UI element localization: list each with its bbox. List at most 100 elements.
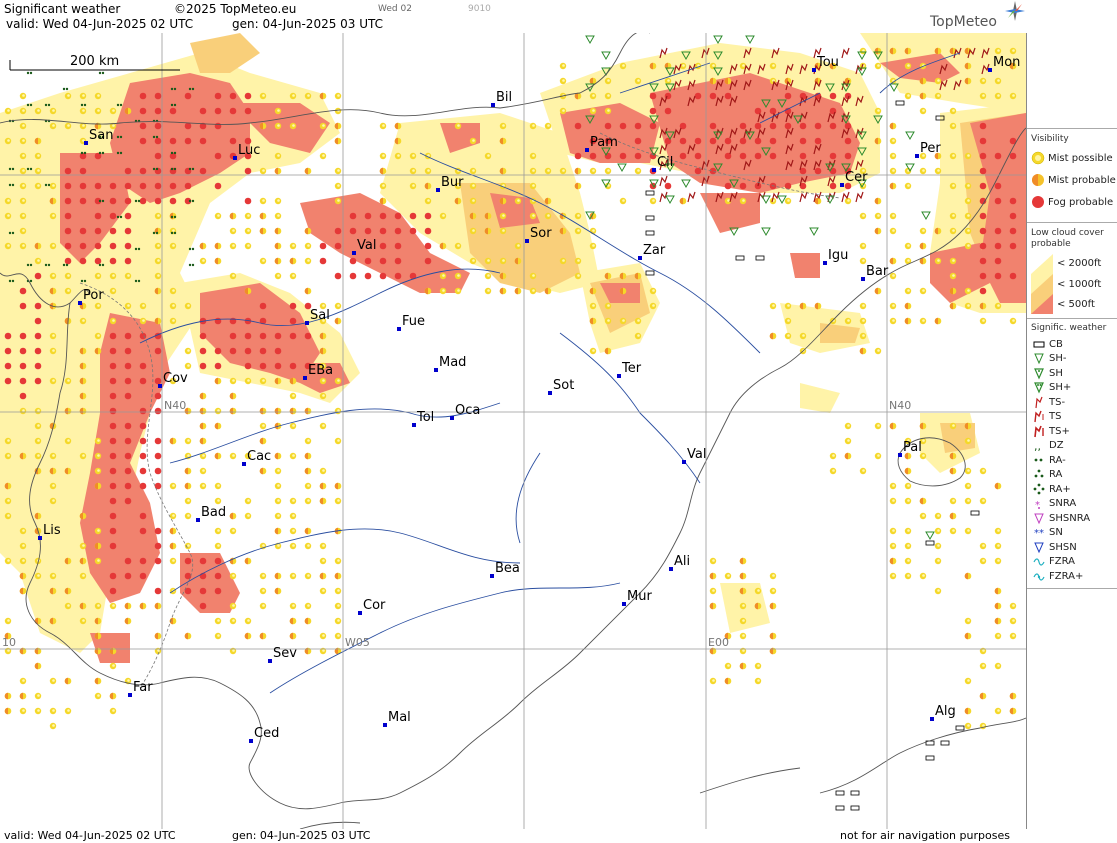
city-label: Tol [416, 410, 434, 425]
snow-rain-icon: * [1035, 500, 1040, 510]
city-label: Bad [201, 505, 226, 520]
city-per-6: Per [915, 141, 941, 158]
drizzle-icon: ,, [1034, 440, 1041, 452]
city-alg-38: Alg [930, 704, 956, 721]
city-marker-icon [397, 327, 401, 331]
city-marker-icon [682, 460, 686, 464]
city-ali-31: Ali [669, 554, 690, 571]
city-marker-icon [840, 183, 844, 187]
legend-sigwx-ts: TS [1033, 409, 1061, 425]
legend-mist-possible: Mist possible [1031, 150, 1113, 166]
city-label: Pal [903, 440, 922, 455]
city-marker-icon [548, 391, 552, 395]
city-sot-22: Sot [548, 378, 574, 395]
weather-map[interactable]: N40 N40 W05 E00 10 200 km San Luc Bil Pam To… [0, 33, 1027, 829]
rain-light-icon [1034, 458, 1043, 461]
city-ter-21: Ter [617, 361, 642, 378]
shower-icon [1034, 367, 1044, 379]
city-label: Sev [273, 646, 297, 661]
city-marker-icon [268, 659, 272, 663]
disclaimer: not for air navigation purposes [840, 829, 1010, 842]
generated-time: gen: 04-Jun-2025 03 UTC [232, 17, 384, 31]
map-canvas[interactable]: N40 N40 W05 E00 10 200 km San Luc Bil Pam To… [0, 33, 1026, 829]
city-por-15: Por [78, 288, 104, 305]
city-cov-20: Cov [158, 371, 188, 388]
city-label: Fue [402, 314, 425, 329]
city-marker-icon [434, 368, 438, 372]
city-marker-icon [861, 277, 865, 281]
legend-fog-probable: Fog probable [1031, 194, 1113, 210]
compass-logo-icon [1005, 1, 1025, 21]
legend-sigwx-cb: CB [1033, 336, 1063, 352]
city-oca-24: Oca [450, 403, 480, 420]
legend-visibility-title: Visibility [1031, 134, 1069, 144]
city-marker-icon [638, 256, 642, 260]
city-label: Bur [441, 175, 464, 190]
legend-low-cloud-2000: < 2000ft [1057, 257, 1102, 269]
city-marker-icon [158, 384, 162, 388]
mist-probable-icon [1032, 174, 1044, 186]
city-fue-17: Fue [397, 314, 425, 331]
city-cor-33: Cor [358, 598, 386, 615]
city-sal-16: Sal [305, 308, 330, 325]
legend-sigwx-title: Signific. weather [1031, 323, 1107, 333]
legend-sigwx-sh-: SH- [1033, 351, 1066, 367]
city-far-35: Far [128, 680, 153, 697]
grid-label-w10: 10 [2, 636, 16, 649]
city-zar-12: Zar [638, 243, 666, 260]
city-label: Far [133, 680, 153, 695]
city-marker-icon [525, 239, 529, 243]
city-marker-icon [490, 574, 494, 578]
city-marker-icon [436, 188, 440, 192]
legend-sigwx-ra-: RA- [1033, 452, 1066, 468]
valid-time: valid: Wed 04-Jun-2025 02 UTC [6, 17, 194, 31]
city-marker-icon [617, 374, 621, 378]
city-marker-icon [898, 453, 902, 457]
map-title: Significant weather [4, 2, 121, 16]
legend-sigwx-snra: * SNRA [1035, 498, 1077, 510]
thunderstorm-icon [1034, 410, 1044, 423]
legend-mist-probable: Mist probable [1031, 172, 1116, 188]
city-marker-icon [305, 321, 309, 325]
city-pal-25: Pal [898, 440, 922, 457]
grid-label-w05: W05 [345, 636, 370, 649]
city-label: Sot [553, 378, 574, 393]
thunderstorm-heavy-icon [1034, 425, 1044, 437]
city-label: Oca [455, 403, 480, 418]
footer-valid-time: valid: Wed 04-Jun-2025 02 UTC [4, 829, 176, 842]
legend-sigwx-sh-: SH+ [1033, 380, 1071, 396]
city-sev-34: Sev [268, 646, 297, 663]
legend-low-cloud-title-2: probable [1031, 239, 1071, 249]
city-marker-icon [249, 739, 253, 743]
city-marker-icon [585, 148, 589, 152]
city-marker-icon [669, 567, 673, 571]
legend-sigwx-shsn: SHSN [1033, 539, 1077, 555]
copyright: ©2025 TopMeteo.eu [174, 2, 297, 16]
city-label: Pam [590, 135, 618, 150]
city-marker-icon [352, 251, 356, 255]
city-val-10: Val [352, 238, 376, 255]
city-label: Mad [439, 355, 466, 370]
grid-label-n40-left: N40 [164, 399, 186, 412]
city-label: Cil [657, 155, 673, 170]
city-marker-icon [383, 723, 387, 727]
city-label: Val [687, 447, 706, 462]
city-label: Bea [495, 561, 520, 576]
city-label: Bil [496, 90, 512, 105]
city-val-27: Val [682, 447, 706, 464]
city-label: Mur [627, 589, 652, 604]
city-label: Cor [363, 598, 386, 613]
city-mon-5: Mon [988, 55, 1020, 72]
city-marker-icon [622, 602, 626, 606]
city-label: Per [920, 141, 941, 156]
city-label: Mon [993, 55, 1020, 70]
city-lis-29: Lis [38, 523, 61, 540]
city-tol-23: Tol [412, 410, 434, 427]
city-label: Tou [816, 55, 839, 70]
brand-logo: TopMeteo [930, 14, 997, 30]
city-label: Ced [254, 726, 279, 741]
snow-icon: ** [1034, 528, 1044, 539]
city-marker-icon [930, 717, 934, 721]
city-label: Alg [935, 704, 956, 719]
thunderstorm-light-icon [1035, 396, 1043, 408]
